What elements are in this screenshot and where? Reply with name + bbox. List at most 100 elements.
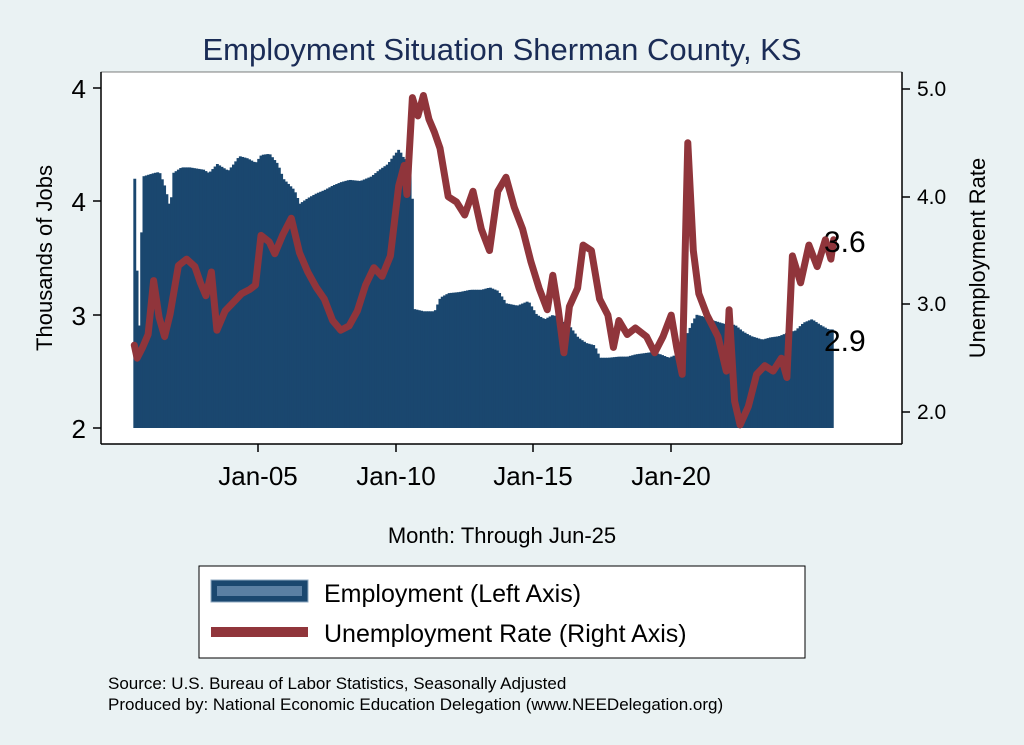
employment-bar: [681, 347, 685, 428]
employment-bar: [456, 292, 460, 428]
employment-bar: [261, 154, 265, 428]
employment-bar: [179, 168, 183, 429]
employment-bar: [371, 174, 375, 428]
employment-bar: [830, 329, 834, 428]
employment-bar: [589, 344, 593, 428]
employment-bar: [622, 356, 625, 428]
employment-bar: [264, 154, 268, 428]
x-tick-label: Jan-20: [631, 461, 711, 491]
employment-bar: [608, 357, 612, 428]
employment-bar: [688, 327, 692, 428]
employment-bar: [493, 289, 497, 428]
employment-bar: [227, 170, 231, 428]
employment-bar: [711, 320, 715, 428]
employment-bar: [550, 315, 554, 428]
employment-bar: [376, 171, 380, 429]
employment-bar: [817, 323, 820, 428]
employment-bar: [654, 352, 658, 428]
employment-bar: [638, 353, 642, 428]
x-ticks: Jan-05 Jan-10 Jan-15 Jan-20: [218, 444, 711, 491]
employment-bar: [220, 166, 224, 428]
employment-bar: [720, 323, 724, 428]
employment-bar: [585, 343, 589, 428]
employment-bar: [748, 335, 752, 428]
employment-bar: [695, 314, 699, 428]
employment-bar: [305, 198, 309, 428]
employment-bar: [782, 334, 786, 428]
employment-bar: [525, 301, 529, 428]
employment-bar: [736, 327, 740, 428]
employment-bar: [351, 180, 355, 428]
source-line: Source: U.S. Bureau of Labor Statistics,…: [108, 674, 566, 693]
left-tick-label: 3: [72, 301, 86, 331]
employment-bar: [518, 304, 522, 428]
employment-bar: [482, 289, 485, 428]
employment-bar: [431, 311, 435, 428]
employment-bar: [812, 320, 816, 428]
employment-bar: [463, 290, 467, 428]
employment-bar: [335, 184, 339, 428]
employment-bar: [427, 311, 430, 428]
employment-bar: [300, 202, 304, 428]
employment-bar: [140, 232, 144, 428]
employment-bar: [298, 203, 302, 428]
employment-bar: [759, 339, 763, 428]
employment-bar: [199, 169, 203, 428]
employment-bar: [580, 340, 584, 428]
employment-bar: [231, 164, 235, 428]
employment-bar: [218, 165, 222, 428]
employment-bar: [319, 191, 323, 428]
x-axis-title: Month: Through Jun-25: [388, 523, 616, 548]
employment-bar: [303, 200, 307, 428]
employment-bar: [596, 353, 600, 428]
right-tick-label: 3.0: [917, 293, 946, 316]
employment-bar: [344, 180, 348, 428]
employment-bar: [449, 292, 453, 428]
employment-bar: [275, 162, 279, 429]
employment-bar: [523, 302, 527, 428]
employment-bar: [633, 354, 637, 428]
employment-bar: [745, 333, 749, 428]
employment-bar: [271, 157, 274, 428]
employment-bar: [509, 304, 513, 428]
employment-bar: [530, 306, 534, 428]
employment-bar: [514, 305, 518, 428]
employment-bar: [479, 289, 483, 428]
employment-bar: [287, 183, 290, 428]
employment-bar: [693, 318, 697, 428]
employment-bar: [133, 178, 137, 428]
employment-bar: [491, 288, 495, 428]
employment-bar: [365, 178, 368, 428]
employment-bar: [310, 196, 313, 428]
employment-bar: [674, 354, 678, 428]
employment-bar: [541, 318, 545, 428]
left-tick-label: 4: [72, 74, 86, 104]
employment-bar: [640, 353, 644, 428]
employment-bar: [805, 321, 809, 428]
employment-bar: [684, 340, 687, 428]
employment-bar: [677, 352, 681, 428]
employment-bar: [296, 198, 300, 428]
employment-bar: [252, 161, 256, 428]
employment-bar: [578, 338, 582, 428]
employment-bar: [332, 184, 336, 428]
employment-bar: [413, 309, 417, 428]
employment-bar: [548, 316, 552, 428]
employment-bar: [661, 355, 664, 428]
employment-bar: [775, 336, 779, 428]
employment-bar: [486, 288, 490, 428]
employment-bar: [532, 310, 536, 428]
employment-bar: [819, 325, 823, 428]
employment-bar: [475, 289, 479, 428]
employment-bar: [553, 315, 557, 428]
employment-bar: [762, 339, 765, 428]
employment-bar: [222, 168, 226, 428]
right-ticks: 2.0 3.0 4.0 5.0: [902, 78, 946, 424]
employment-bar: [544, 318, 547, 428]
employment-bar: [624, 356, 628, 428]
employment-bar: [511, 304, 515, 428]
employment-bar: [594, 348, 598, 428]
employment-bar: [635, 354, 639, 428]
employment-bar: [803, 322, 807, 428]
